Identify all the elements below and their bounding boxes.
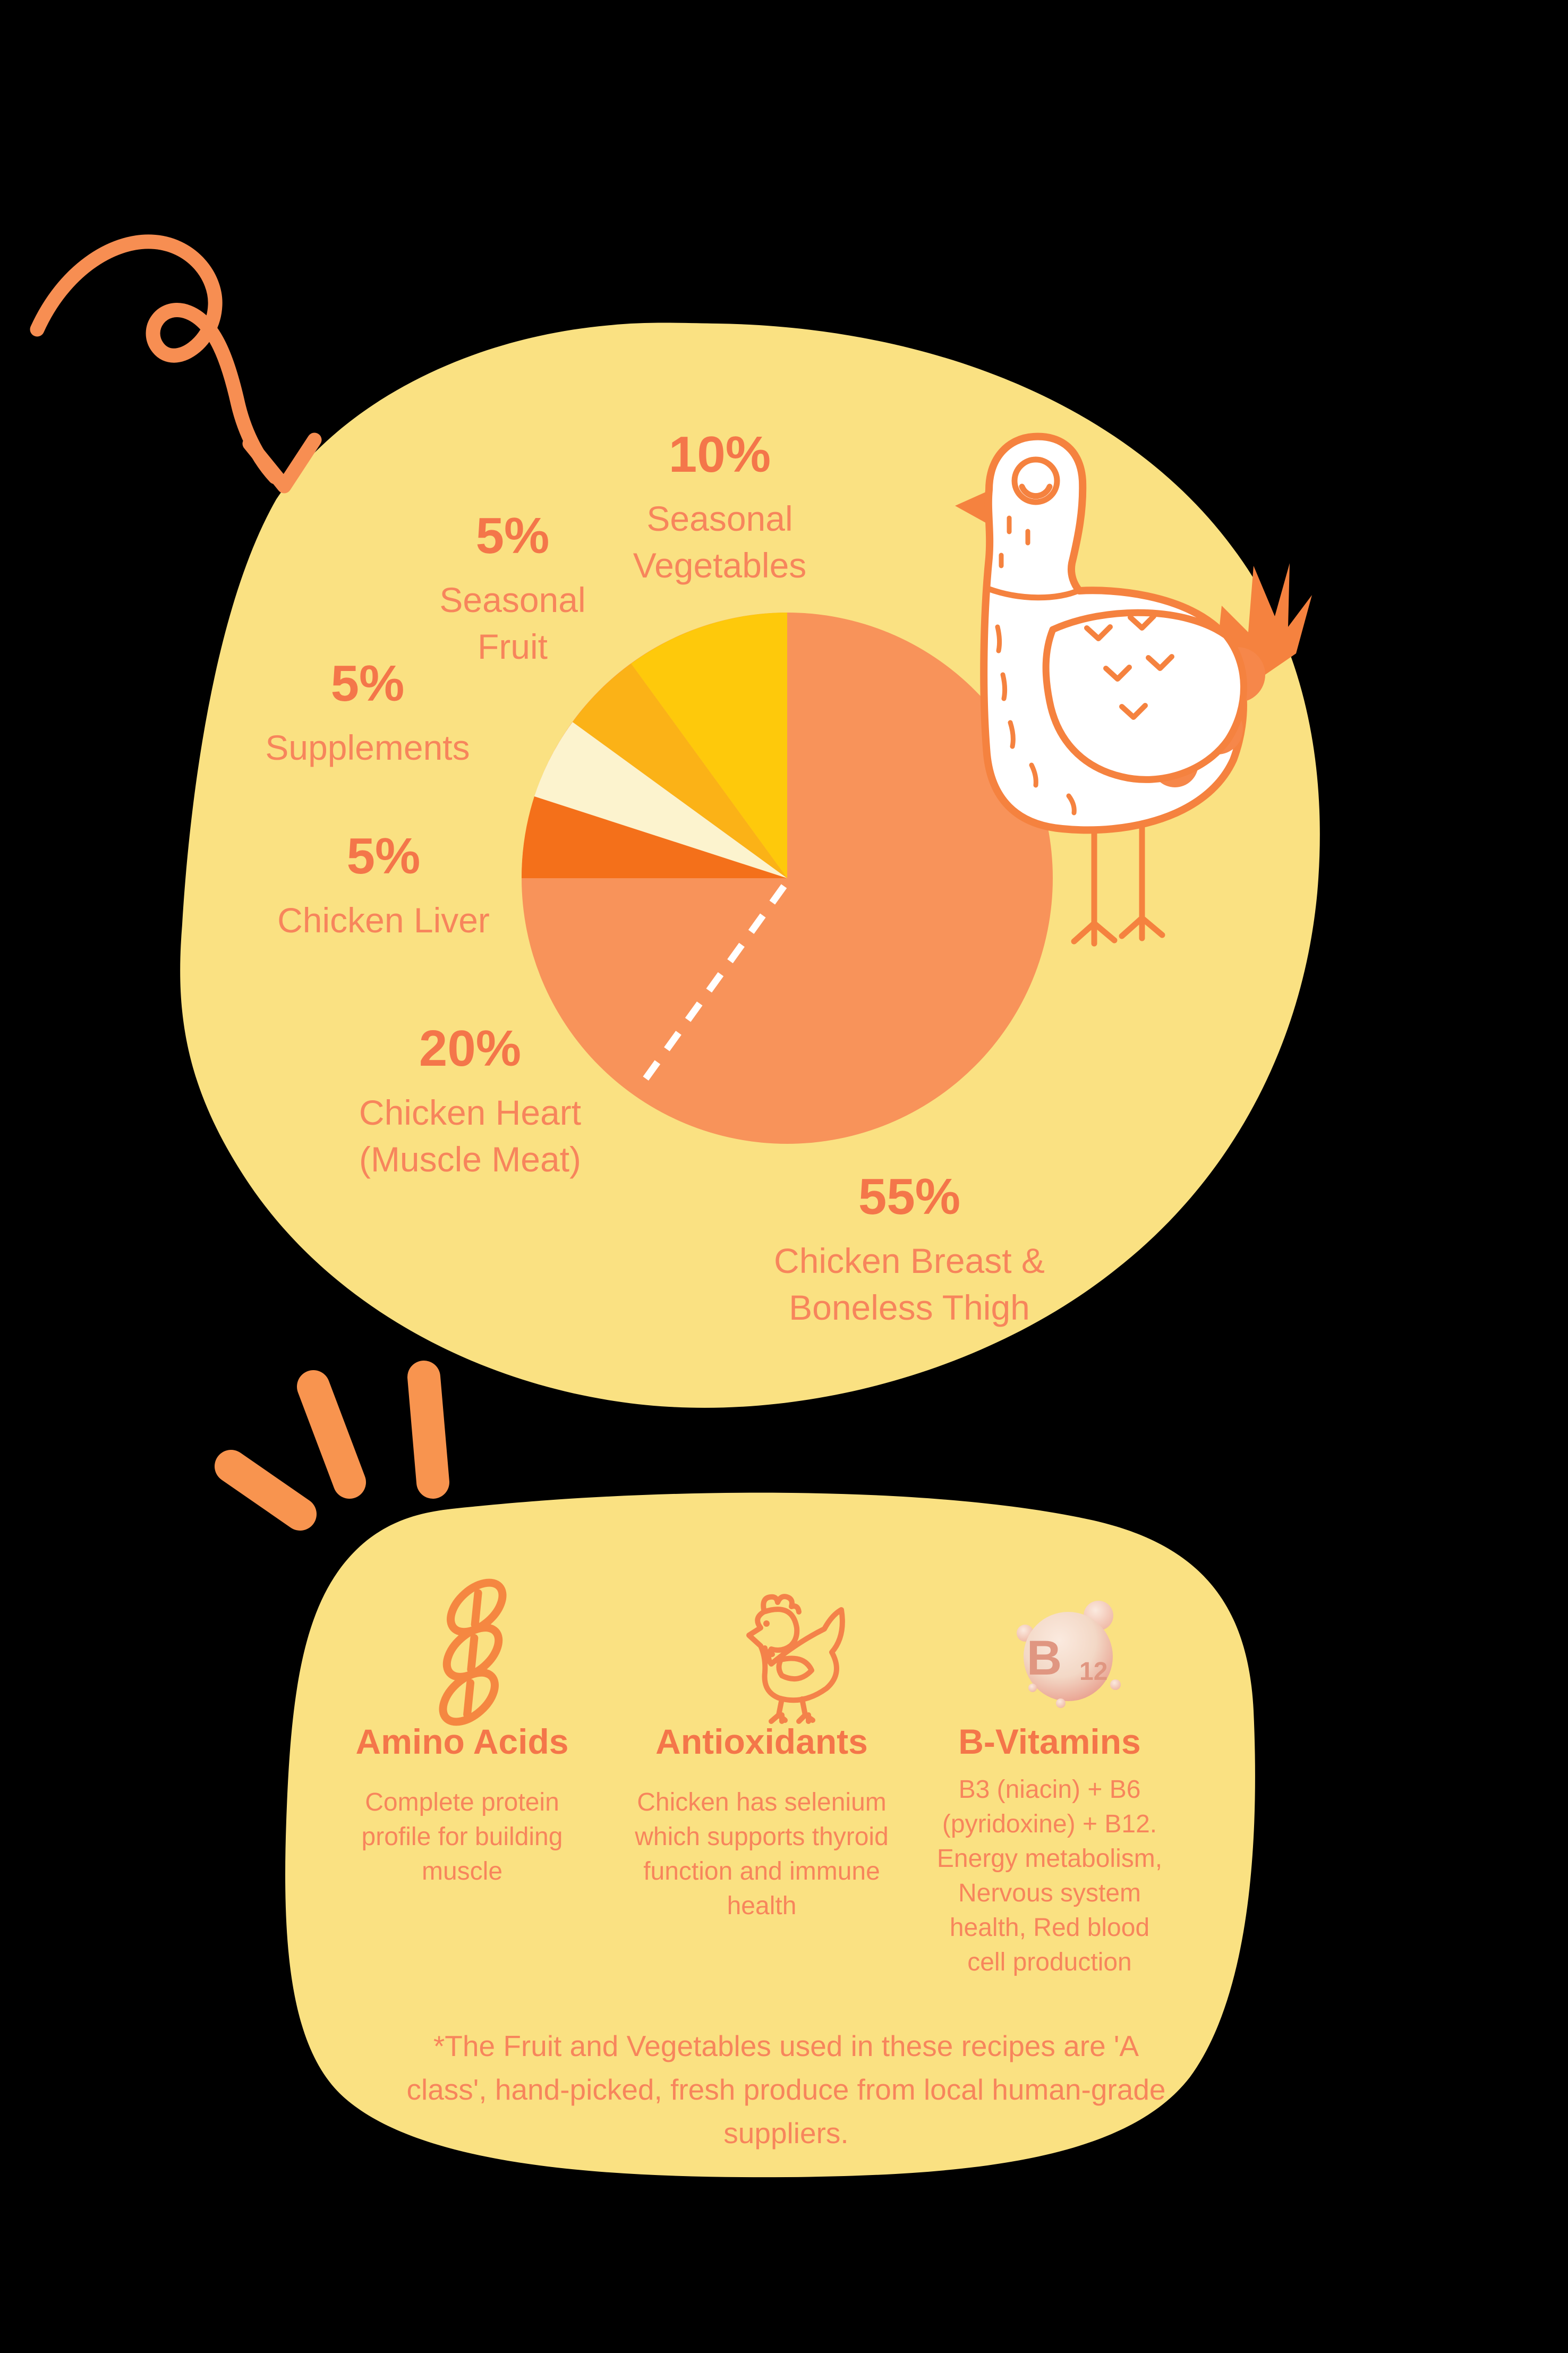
benefit-title-antioxidants: Antioxidants (655, 1722, 868, 1761)
pie-label-breast-pct: 55% (858, 1168, 961, 1225)
benefit-title-amino: Amino Acids (355, 1722, 569, 1761)
pie-label-heart: 20% Chicken Heart (Muscle Meat) (359, 1013, 581, 1192)
pie-slice-liver (521, 796, 787, 878)
pie-label-vegetables: 10% Seasonal Vegetables (633, 419, 807, 598)
pie-label-liver-pct: 5% (346, 828, 421, 885)
pie-slice-vegetables (631, 613, 787, 878)
pie-label-supplements: 5% Supplements (265, 648, 470, 780)
chicken-feather-dashes (995, 515, 1077, 816)
chicken-beak (955, 490, 991, 525)
pie-label-breast-name: Chicken Breast & Boneless Thigh (774, 1241, 1045, 1327)
chicken-legs (1071, 819, 1165, 947)
chicken-wing (1042, 609, 1247, 783)
benefit-desc-antioxidants: Chicken has selenium which supports thyr… (635, 1788, 889, 1920)
pie-label-fruit: 5% Seasonal Fruit (439, 500, 585, 679)
chicken-feather-v-marks (1084, 614, 1174, 720)
pie-slice-supplements (534, 722, 787, 878)
pie-label-heart-pct: 20% (419, 1020, 522, 1077)
pie-label-supplements-name: Supplements (265, 728, 470, 767)
pie-chart (521, 613, 1053, 1144)
pie-label-supplements-pct: 5% (330, 655, 405, 712)
dna-helix-icon (439, 1578, 507, 1726)
chicken-eye-icon (1011, 456, 1060, 505)
b12-pill-sub-label: 12 (1079, 1658, 1107, 1686)
benefit-title-b-vitamins: B-Vitamins (958, 1722, 1141, 1761)
pie-label-fruit-pct: 5% (475, 507, 550, 564)
chicken-collar-line (987, 585, 1082, 601)
benefit-desc-amino: Complete protein profile for building mu… (361, 1788, 563, 1885)
b12-pill-label: B (1027, 1631, 1062, 1685)
pie-divider-dashed-line (634, 884, 787, 1092)
footnote-text: *The Fruit and Vegetables used in these … (406, 2029, 1166, 2150)
chicken-outline-icon (746, 1594, 845, 1724)
curved-arrow-icon (30, 234, 322, 494)
pie-label-liver: 5% Chicken Liver (277, 820, 490, 953)
emphasis-dashes-icon (215, 1361, 449, 1531)
pie-label-fruit-name: Seasonal Fruit (439, 580, 586, 666)
chicken-illustration (955, 432, 1312, 947)
b12-pill-icon: B 12 (1017, 1601, 1121, 1708)
benefit-desc-b-vitamins: B3 (niacin) + B6 (pyridoxine) + B12. Ene… (936, 1776, 1163, 1976)
pie-label-breast: 55% Chicken Breast & Boneless Thigh (774, 1161, 1045, 1340)
pie-slice-fruit (573, 664, 787, 878)
pie-label-vegetables-pct: 10% (668, 426, 771, 483)
pie-label-vegetables-name: Seasonal Vegetables (633, 499, 807, 585)
pie-label-heart-name: Chicken Heart (Muscle Meat) (359, 1093, 582, 1179)
bottom-blob-shape (285, 1492, 1255, 2178)
pie-label-liver-name: Chicken Liver (277, 901, 490, 940)
